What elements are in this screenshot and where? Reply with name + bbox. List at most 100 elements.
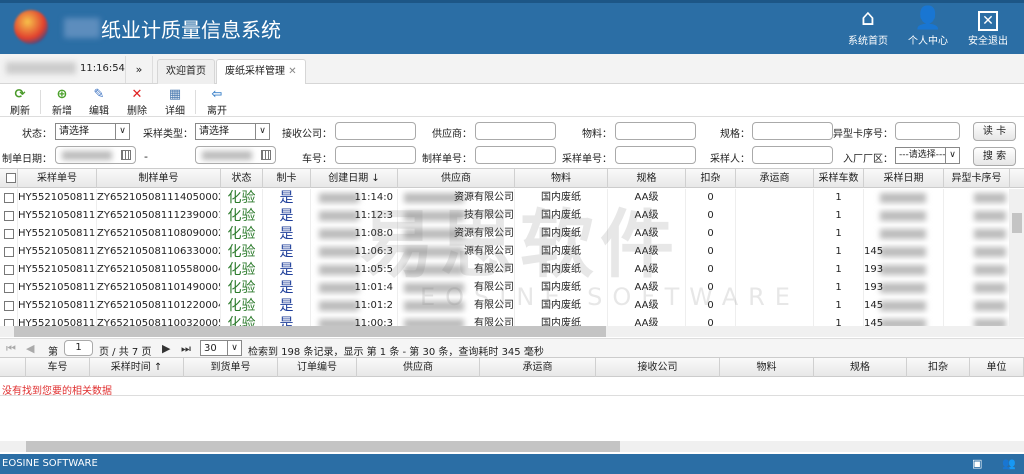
detail-grid-header: 车号 采样时间 ↑ 到货单号 订单编号 供应商 承运商 接收公司 物料 规格 扣杂 单位	[0, 357, 1024, 377]
row-checkbox[interactable]	[0, 279, 18, 297]
row-checkbox[interactable]	[0, 207, 18, 225]
column-header[interactable]: 扣杂	[686, 169, 736, 188]
column-header[interactable]: 供应商	[398, 169, 515, 188]
add-button[interactable]: ⊕ 新增	[45, 87, 79, 118]
page-size-select[interactable]: 30 ∨	[200, 340, 242, 356]
nav-logout[interactable]: ✕ 安全退出	[958, 6, 1018, 47]
detail-column-header[interactable]: 采样时间 ↑	[90, 358, 184, 377]
vertical-scrollbar[interactable]	[1010, 189, 1024, 326]
nav-profile[interactable]: 👤 个人中心	[898, 6, 958, 47]
detail-column-header[interactable]: 订单编号	[278, 358, 357, 377]
row-checkbox[interactable]	[0, 189, 18, 207]
material-label: 物料：	[582, 129, 612, 140]
users-icon[interactable]: 👥	[1002, 457, 1016, 470]
divider	[195, 90, 196, 114]
cell: 国内废纸	[515, 279, 608, 297]
column-header[interactable]: 规格	[608, 169, 686, 188]
cell: 0	[686, 225, 736, 243]
calendar-icon[interactable]	[121, 150, 131, 160]
sample-type-select[interactable]: 请选择 ∨	[195, 123, 270, 140]
row-checkbox[interactable]	[0, 225, 18, 243]
column-header[interactable]: 异型卡序号	[944, 169, 1010, 188]
status-select[interactable]: 请选择 ∨	[55, 123, 130, 140]
collapse-button[interactable]: »	[125, 56, 153, 83]
detail-column-header[interactable]: 物料	[720, 358, 814, 377]
spec-input[interactable]	[752, 122, 833, 140]
cell	[864, 225, 944, 243]
calendar-icon[interactable]: ▣	[972, 457, 983, 470]
area-select[interactable]: ---请选择--- ∨	[895, 147, 960, 164]
date-from-input[interactable]	[55, 146, 136, 164]
column-header[interactable]: 制卡	[263, 169, 311, 188]
cell	[944, 261, 1010, 279]
detail-column-header[interactable]: 到货单号	[184, 358, 278, 377]
tab-waste-paper-sampling[interactable]: 废纸采样管理 ✕	[216, 59, 306, 84]
table-row[interactable]: HY552105081106ZY65210508110633000278化验是1…	[0, 243, 1010, 261]
prev-page-icon[interactable]: ◀	[26, 342, 35, 355]
truck-input[interactable]	[335, 146, 416, 164]
table-row[interactable]: HY552105081112ZY65210508111239000139化验是1…	[0, 207, 1010, 225]
table-row[interactable]: HY552105081114ZY65210508111405000213化验是1…	[0, 189, 1010, 207]
detail-column-header[interactable]: 承运商	[480, 358, 596, 377]
receiver-input[interactable]	[335, 122, 416, 140]
first-page-icon[interactable]: ⏮	[6, 342, 16, 355]
column-header[interactable]: 采样车数	[814, 169, 864, 188]
row-checkbox[interactable]	[0, 243, 18, 261]
cell: 0	[686, 279, 736, 297]
nav-home[interactable]: ⌂ 系统首页	[838, 6, 898, 47]
cell: 有限公司	[398, 315, 515, 326]
cell: 1	[814, 243, 864, 261]
prep-no-input[interactable]	[475, 146, 556, 164]
row-checkbox[interactable]	[0, 261, 18, 279]
material-input[interactable]	[615, 122, 696, 140]
column-header[interactable]: 采样单号	[18, 169, 97, 188]
cell	[736, 189, 814, 207]
table-row[interactable]: HY552105081105ZY65210508110558000471化验是1…	[0, 261, 1010, 279]
column-header[interactable]: 制样单号	[97, 169, 221, 188]
table-row[interactable]: HY552105081101ZY65210508110122000428化验是1…	[0, 297, 1010, 315]
cell: AA级	[608, 207, 686, 225]
select-all-checkbox[interactable]	[0, 169, 18, 188]
row-checkbox[interactable]	[0, 315, 18, 326]
delete-button[interactable]: ✕ 删除	[120, 88, 154, 118]
search-button[interactable]: 搜 索	[973, 147, 1016, 166]
detail-column-header[interactable]: 供应商	[357, 358, 480, 377]
card-seq-input[interactable]	[895, 122, 960, 140]
calendar-icon[interactable]	[261, 150, 271, 160]
sample-type-label: 采样类型：	[143, 129, 193, 140]
add-icon: ⊕	[56, 87, 68, 102]
detail-column-header[interactable]: 单位	[970, 358, 1024, 377]
edit-button[interactable]: ✎ 编辑	[82, 88, 116, 118]
sampler-input[interactable]	[752, 146, 833, 164]
sample-no-input[interactable]	[615, 146, 696, 164]
detail-column-header[interactable]: 接收公司	[596, 358, 720, 377]
detail-horizontal-scrollbar[interactable]	[0, 441, 1024, 452]
detail-button[interactable]: ▦ 详细	[158, 88, 192, 118]
column-header[interactable]: 物料	[515, 169, 608, 188]
horizontal-scrollbar[interactable]	[0, 326, 1024, 337]
leave-button[interactable]: ⇦ 离开	[200, 88, 234, 118]
date-to-input[interactable]	[195, 146, 276, 164]
table-row[interactable]: HY552105081101ZY65210508110149000500化验是1…	[0, 279, 1010, 297]
column-header[interactable]: 状态	[221, 169, 263, 188]
tab-home[interactable]: 欢迎首页	[157, 59, 215, 84]
column-header[interactable]: 采样日期	[864, 169, 944, 188]
last-page-icon[interactable]: ⏭	[181, 342, 191, 355]
next-page-icon[interactable]: ▶	[162, 342, 171, 355]
column-header[interactable]: 创建日期 ↓	[311, 169, 398, 188]
row-checkbox[interactable]	[0, 297, 18, 315]
detail-column-header[interactable]: 扣杂	[907, 358, 970, 377]
refresh-button[interactable]: ⟳ 刷新	[3, 88, 37, 118]
close-tab-icon[interactable]: ✕	[288, 66, 297, 77]
detail-column-header[interactable]: 规格	[814, 358, 907, 377]
table-row[interactable]: HY552105081108ZY65210508110809000221化验是1…	[0, 225, 1010, 243]
table-row[interactable]: HY552105081100ZY65210508110032000500化验是1…	[0, 315, 1010, 326]
supplier-input[interactable]	[475, 122, 556, 140]
cell: 资源有限公司	[398, 225, 515, 243]
page-input[interactable]: 1	[64, 340, 93, 356]
column-header[interactable]: 承运商	[736, 169, 814, 188]
read-card-button[interactable]: 读 卡	[973, 122, 1016, 141]
cell	[736, 243, 814, 261]
cell: 技有限公司	[398, 207, 515, 225]
detail-column-header[interactable]: 车号	[26, 358, 90, 377]
